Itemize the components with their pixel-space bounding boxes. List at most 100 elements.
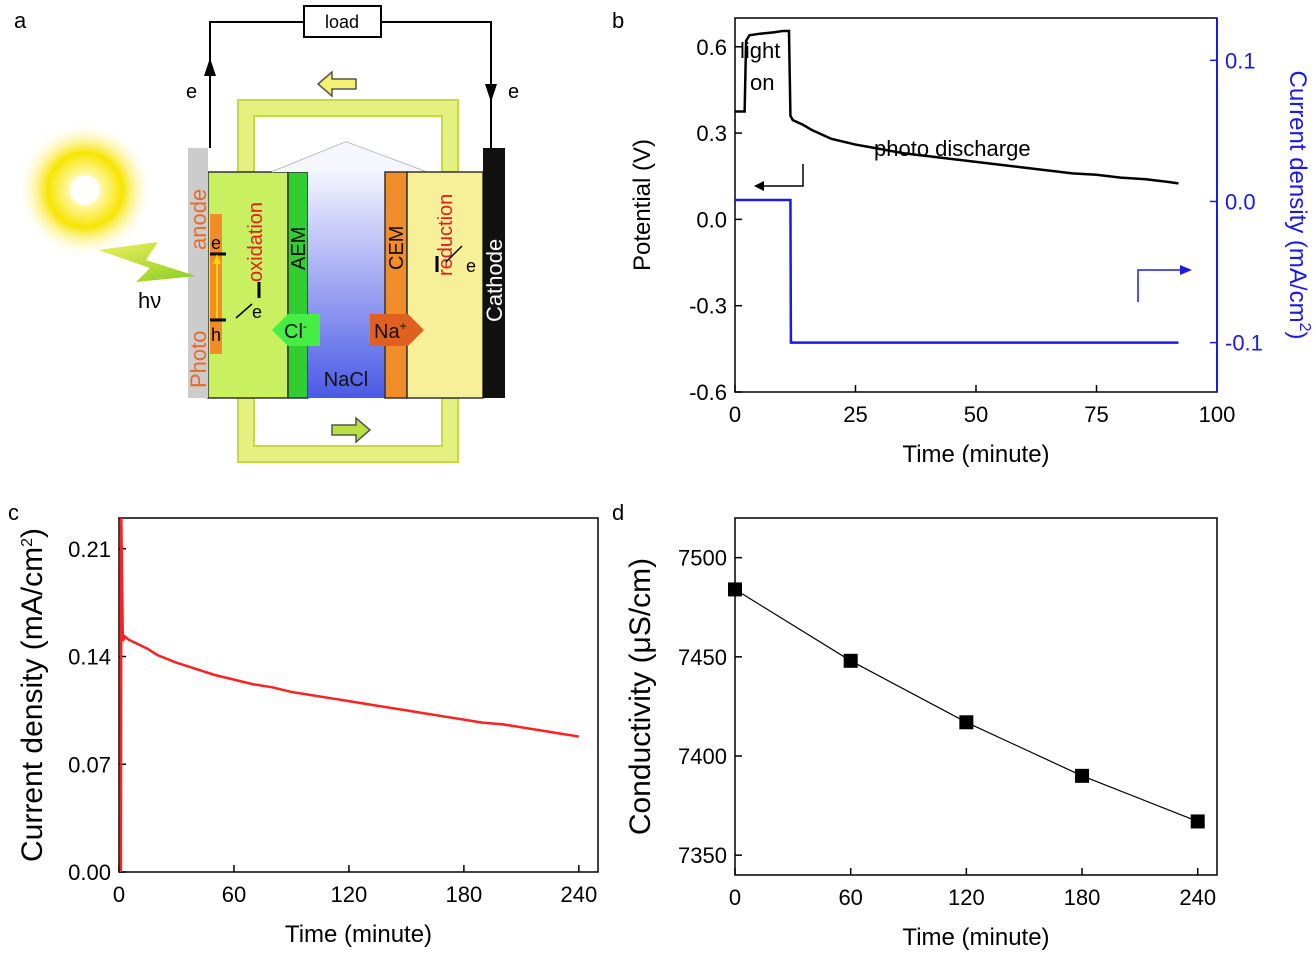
cathode-label: Cathode (482, 239, 507, 322)
y-tick-label: 7500 (678, 546, 727, 571)
series-potential-line (735, 29, 1179, 185)
sun-core (70, 175, 100, 205)
nacl-chamber (308, 172, 385, 398)
plot-frame-c (118, 517, 599, 873)
y-tick-label: 0.14 (68, 645, 111, 670)
x-tick-label: 100 (1199, 402, 1236, 427)
y-right-tick-label: -0.1 (1225, 331, 1263, 356)
x-tick-label: 60 (222, 882, 246, 907)
y-tick-label: 0.6 (696, 35, 727, 60)
x-axis-label: Time (minute) (902, 441, 1049, 468)
axes-c: 0 60 120 180 240 0.00 0.07 0.14 0.21 Time (minute… (16, 528, 597, 948)
y-tick-label: 0.07 (68, 752, 111, 777)
y-tick-label: -0.3 (689, 294, 727, 319)
annotation-on: on (750, 70, 774, 95)
x-tick-label: 120 (948, 885, 985, 910)
x-tick-label: 50 (964, 402, 988, 427)
series-conductivity-line (734, 588, 1198, 823)
y-axis-label: Conductivity (μS/cm) (624, 558, 657, 835)
electron-transfer-arrow (445, 245, 463, 263)
axes-d: 0 60 120 180 240 7350 7400 7450 7500 Time (minute… (624, 546, 1216, 951)
conductivity-point (1190, 814, 1205, 829)
flow-arrow-left-icon (316, 70, 357, 98)
flow-arrow-right-icon (331, 416, 372, 444)
y-tick-label: 0.21 (68, 537, 111, 562)
y-tick-label: 7350 (678, 843, 727, 868)
x-tick-label: 0 (729, 885, 741, 910)
panel-a: a load e e hν Photo (14, 5, 519, 463)
y-tick-label: 0.0 (696, 207, 727, 232)
plot-frame-b (734, 17, 1218, 393)
right-axis-arrow-icon (1180, 265, 1192, 275)
panel-d: d 0 60 120 180 240 7350 7400 7450 7500 Time (minu… (612, 500, 1218, 951)
x-tick-label: 75 (1084, 402, 1108, 427)
panel-letter-a: a (14, 8, 27, 33)
electron-arrow-down-icon (485, 84, 497, 102)
wire-left (209, 21, 304, 148)
plot-frame-d (734, 517, 1218, 876)
band-e-label: e (211, 233, 221, 253)
y-tick-label: 0.00 (68, 860, 111, 885)
x-tick-label: 60 (838, 885, 862, 910)
y-axis-label: Potential (V) (629, 139, 656, 271)
y-axis-label: Current density (mA/cm2) (16, 528, 49, 862)
conductivity-point (1075, 768, 1090, 783)
axes-b: 0 25 50 75 100 -0.6 -0.3 0.0 0.3 0.6 Time (minute)… (629, 18, 1313, 468)
sodium-label: Na+ (374, 319, 407, 343)
reduction-label: reduction (435, 194, 457, 276)
chloride-arrow-icon (272, 314, 320, 346)
left-axis-arrow-icon (754, 181, 764, 191)
aem-label: AEM (288, 227, 310, 270)
panel-letter-c: c (8, 500, 19, 525)
x-axis-label: Time (minute) (902, 924, 1049, 951)
x-tick-label: 240 (560, 882, 597, 907)
electron-label-left: e (186, 81, 197, 103)
conductivity-point (728, 582, 742, 597)
excitation-arrow-head-icon (213, 254, 221, 264)
y-right-tick-label: 0.0 (1225, 189, 1256, 214)
y-tick-label: 0.3 (696, 121, 727, 146)
data-marks-b (735, 29, 1179, 344)
x-axis-label: Time (minute) (285, 921, 432, 948)
x-tick-label: 0 (729, 402, 741, 427)
x-tick-label: 180 (446, 882, 483, 907)
panel-b: b 0 25 50 75 100 -0.6 -0.3 0.0 0.3 0.6 Time (minut… (612, 8, 1313, 468)
series-current-density-line (119, 517, 580, 873)
right-axis-indicator (1137, 269, 1188, 302)
hv-label: hν (138, 288, 161, 313)
wire-right (381, 21, 492, 148)
nacl-roof-fill (272, 142, 426, 172)
x-tick-label: 120 (331, 882, 368, 907)
panel-letter-b: b (612, 8, 624, 33)
y-tick-label: 7400 (678, 744, 727, 769)
cem-label: CEM (386, 226, 408, 270)
series-current-density-line (735, 198, 1179, 344)
conductivity-point (843, 653, 858, 668)
electron-arrow-up-icon (204, 58, 216, 76)
y-right-tick-label: 0.1 (1225, 48, 1256, 73)
panel-letter-d: d (612, 500, 624, 525)
x-tick-label: 240 (1179, 885, 1216, 910)
panel-c: c 0 60 120 180 240 0.00 0.07 0.14 0.21 Time (minu… (8, 500, 599, 948)
photo-label: Photo (186, 331, 211, 389)
catholyte-chamber (406, 171, 484, 399)
cathode-electrode (483, 148, 505, 398)
x-tick-label: 0 (113, 882, 125, 907)
load-resistor (303, 5, 382, 38)
x-tick-label: 180 (1064, 885, 1101, 910)
data-marks-c (119, 517, 580, 873)
annotation-photo-discharge: photo discharge (874, 136, 1031, 161)
y-tick-label: -0.6 (689, 380, 727, 405)
electron-label-right: e (508, 81, 519, 103)
arrow-e-label: e (252, 302, 262, 322)
annotation-light: light (740, 38, 780, 63)
conductivity-point (959, 715, 974, 730)
chloride-label: Cl- (284, 319, 307, 343)
left-axis-indicator (756, 164, 804, 187)
nacl-label: NaCl (324, 369, 368, 391)
data-marks-d (728, 582, 1205, 829)
cathode-e-label: e (466, 256, 476, 276)
photoanode-substrate (188, 148, 208, 398)
hole-transfer-arrow (235, 303, 253, 319)
